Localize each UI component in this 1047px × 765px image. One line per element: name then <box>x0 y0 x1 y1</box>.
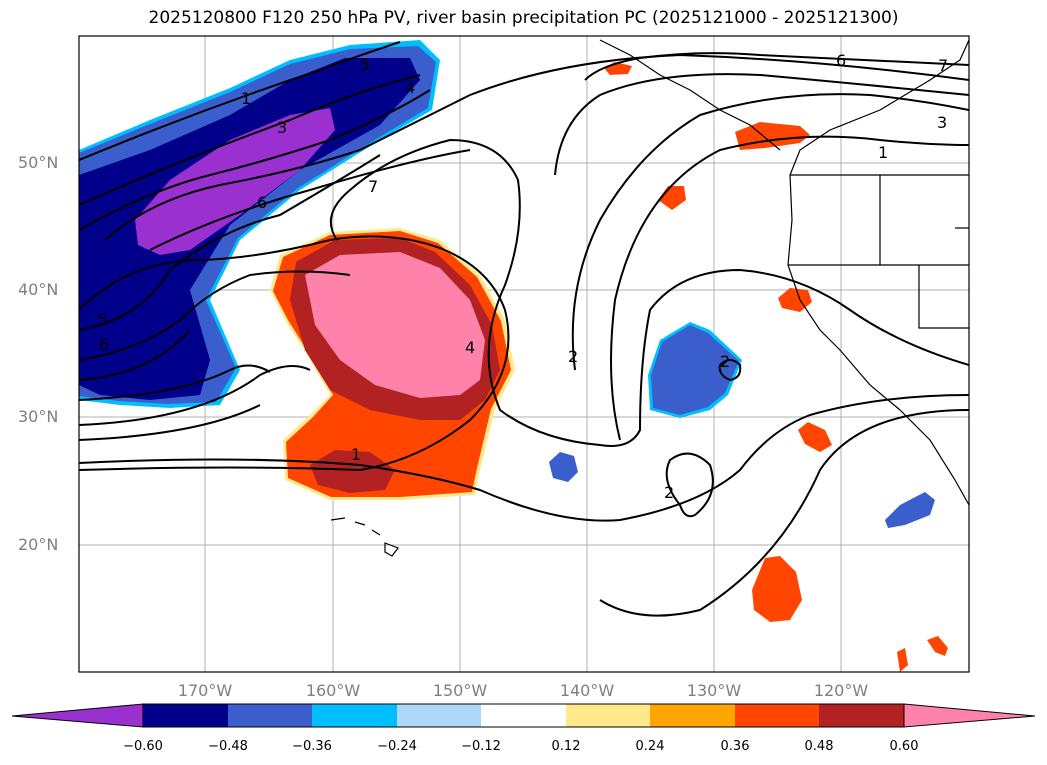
contour-label: 7 <box>938 56 948 75</box>
colorbar-extend-high <box>903 703 1036 728</box>
plot-frame <box>78 35 970 673</box>
lat-label: 40°N <box>18 280 59 299</box>
contour-label: 1 <box>351 445 361 464</box>
pv-contours <box>79 41 969 617</box>
colorbar-tick-label: −0.60 <box>123 739 163 754</box>
contour-label: 6 <box>257 193 267 212</box>
contour-label: 2 <box>720 352 730 371</box>
colorbar-segment <box>397 704 481 727</box>
colorbar-segment <box>735 704 819 727</box>
positive-precip-pc-central <box>270 228 515 500</box>
contour-label: 1 <box>241 89 251 108</box>
contour-label: 6 <box>836 51 846 70</box>
colorbar-frame <box>142 703 905 728</box>
colorbar-extend-low <box>11 703 144 728</box>
contour-label: 5 <box>360 55 370 74</box>
contour-label: 3 <box>937 113 947 132</box>
map-layer <box>79 36 969 672</box>
lat-label: 50°N <box>18 153 59 172</box>
colorbar-tick-label: −0.36 <box>292 739 332 754</box>
contour-label: 3 <box>277 118 287 137</box>
coastlines <box>330 39 969 557</box>
colorbar-segment <box>143 704 228 727</box>
colorbar-tick-label: −0.48 <box>208 739 248 754</box>
lon-label: 130°W <box>686 681 742 700</box>
colorbar-tick-label: −0.24 <box>377 739 417 754</box>
colorbar-segment <box>481 704 566 727</box>
colorbar-segment <box>819 704 904 727</box>
small-precip-pc-blobs <box>549 62 948 672</box>
colorbar-tick-label: 0.48 <box>804 739 834 754</box>
contour-label: 7 <box>368 177 378 196</box>
contour-label: 5 <box>97 310 107 329</box>
map-title: 2025120800 F120 250 hPa PV, river basin … <box>148 8 899 28</box>
lon-label: 140°W <box>559 681 615 700</box>
colorbar-tick-label: 0.60 <box>889 739 919 754</box>
colorbar-segment <box>312 704 397 727</box>
contour-label: 2 <box>568 347 578 366</box>
lon-label: 160°W <box>305 681 361 700</box>
lon-label: 170°W <box>177 681 233 700</box>
colorbar-segment <box>566 704 650 727</box>
contour-label: 6 <box>99 335 109 354</box>
contour-labels: 1 3 5 4 6 7 5 6 4 1 2 2 2 6 7 3 1 <box>97 51 948 502</box>
lon-label: 120°W <box>813 681 869 700</box>
lat-label: 30°N <box>18 407 59 426</box>
lat-label: 20°N <box>18 535 59 554</box>
contour-label: 2 <box>664 483 674 502</box>
colorbar-tick-label: 0.24 <box>635 739 665 754</box>
colorbar <box>11 703 1036 728</box>
contour-label: 1 <box>878 143 888 162</box>
colorbar-tick-label: 0.36 <box>720 739 750 754</box>
colorbar-segment <box>650 704 735 727</box>
colorbar-tick-label: −0.12 <box>461 739 501 754</box>
colorbar-segment <box>228 704 312 727</box>
contour-label: 4 <box>465 338 475 357</box>
contour-label: 4 <box>405 78 415 97</box>
colorbar-tick-label: 0.12 <box>551 739 581 754</box>
lon-label: 150°W <box>432 681 488 700</box>
